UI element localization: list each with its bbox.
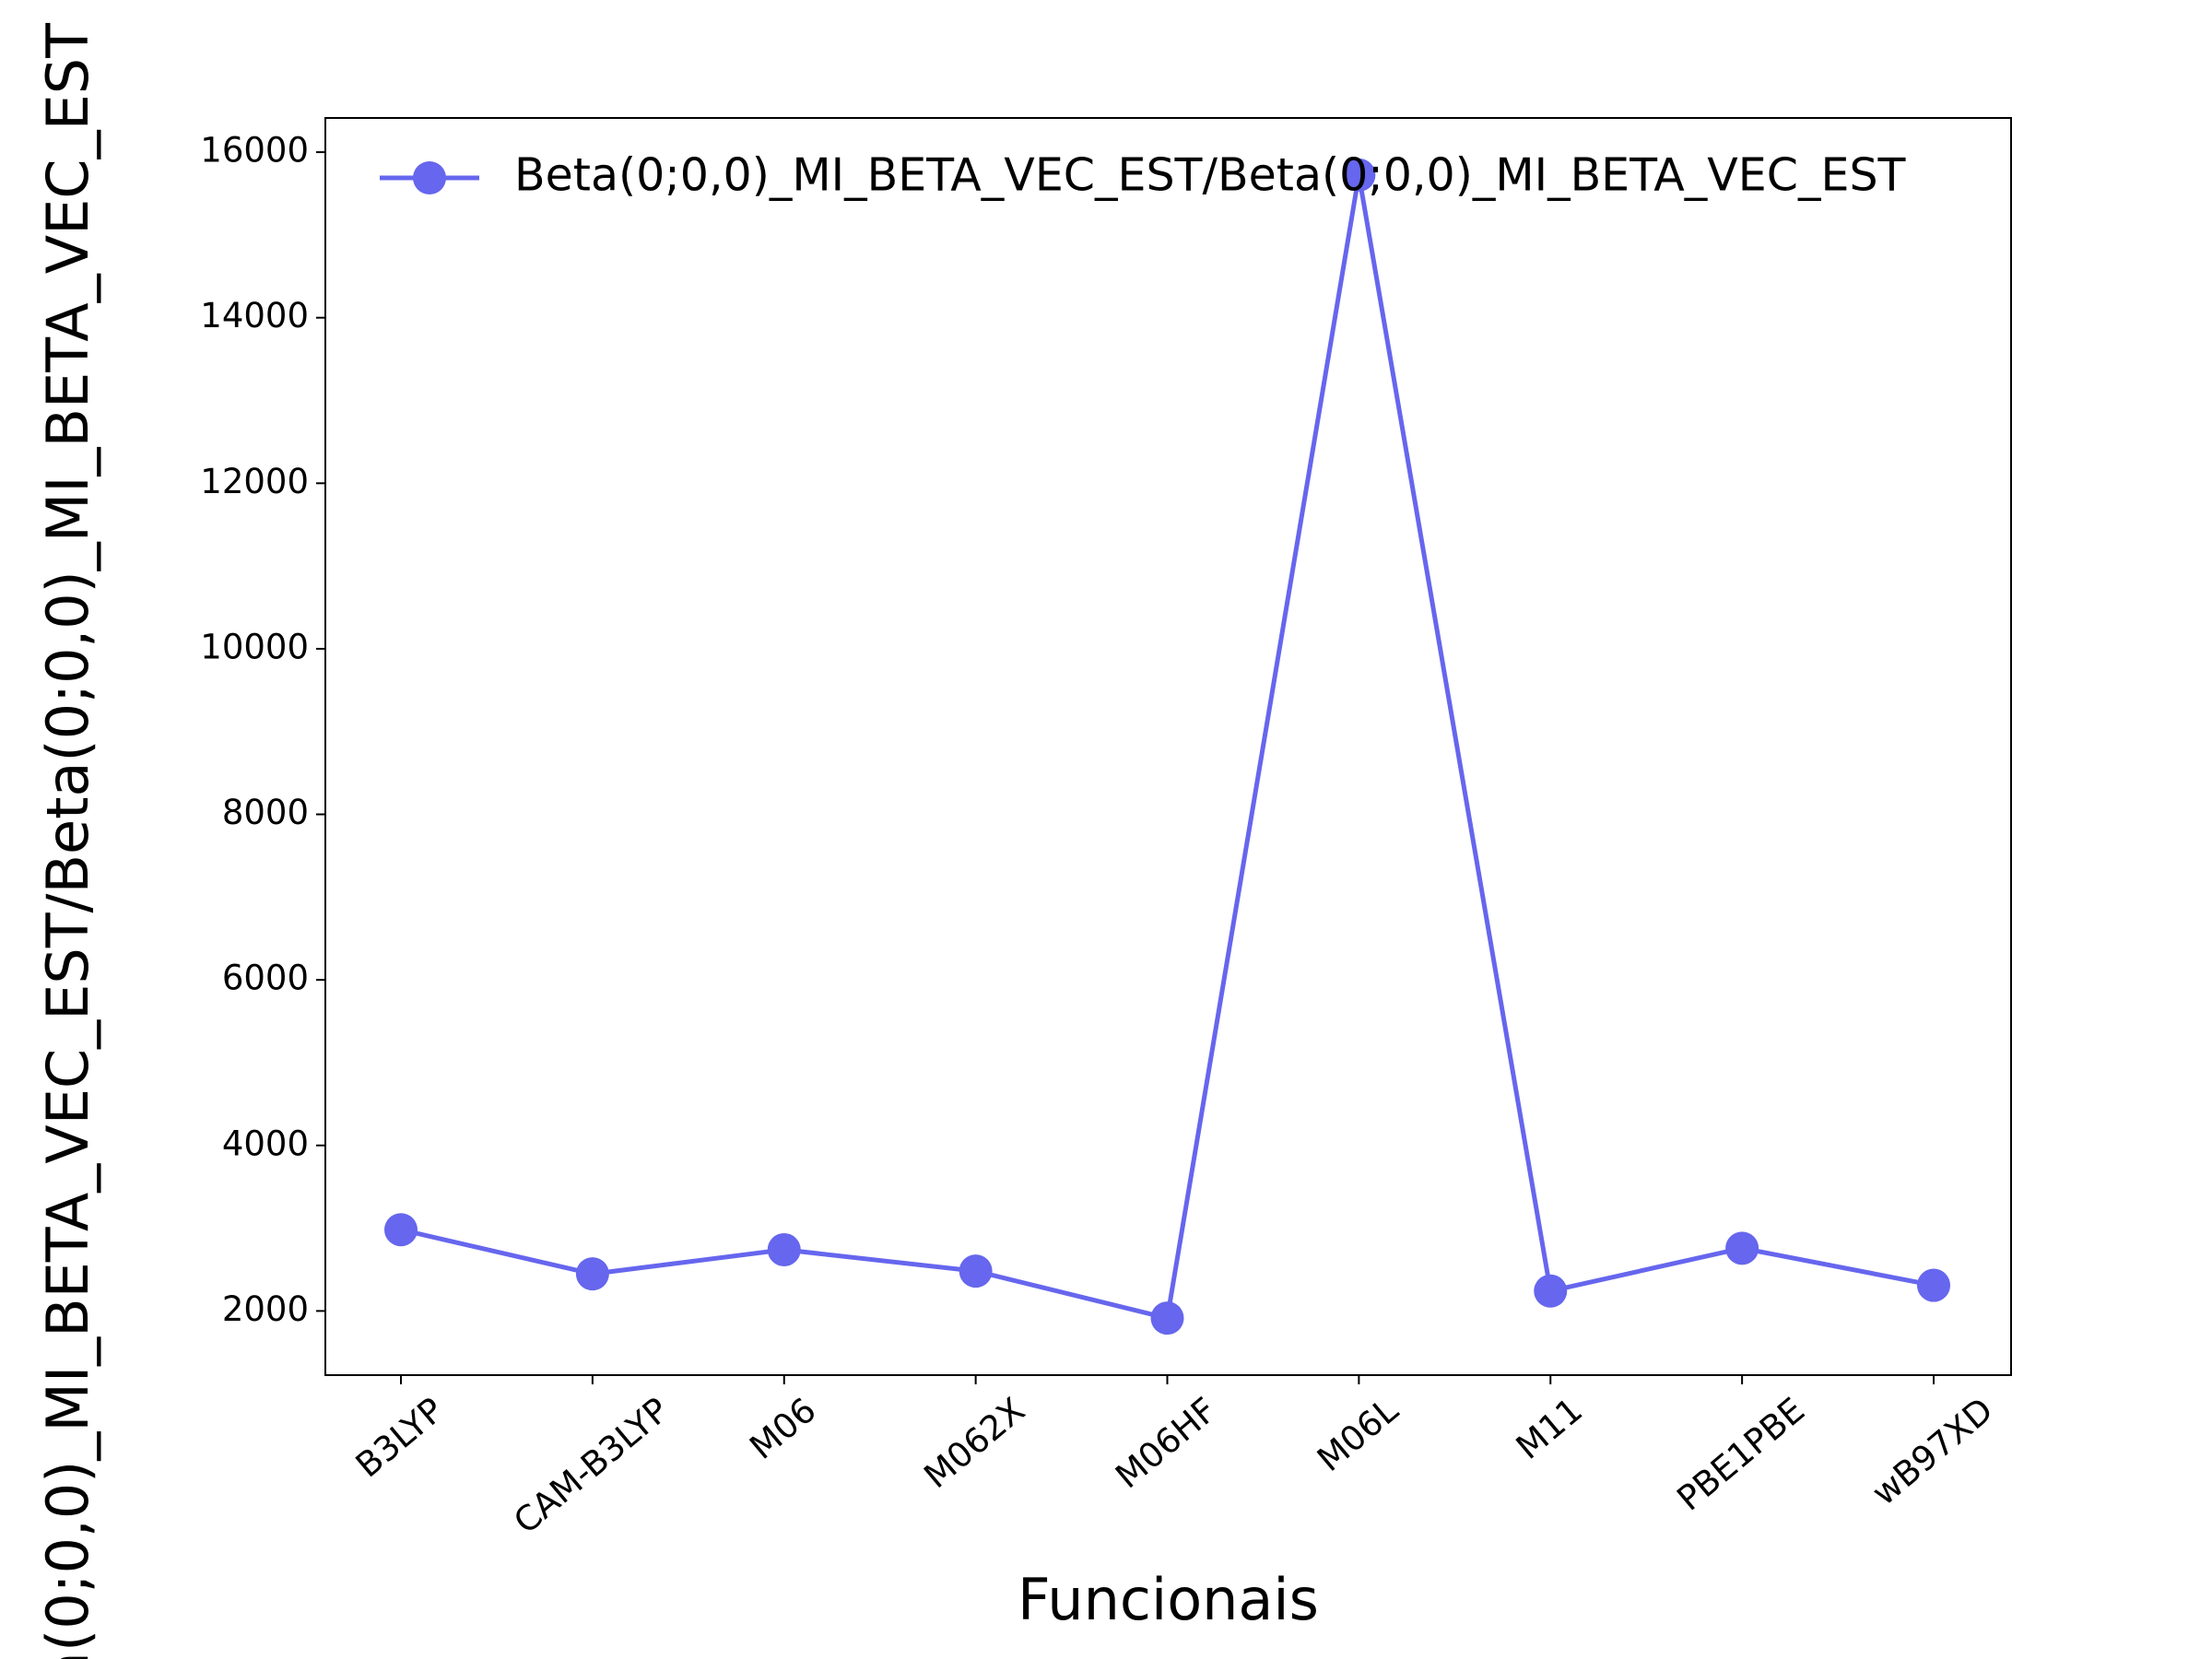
data-point [1725, 1231, 1759, 1265]
data-point [384, 1213, 418, 1247]
data-point [1342, 158, 1376, 192]
y-tick-label: 2000 [222, 1289, 309, 1329]
y-axis-label: Beta(0;0,0)_MI_BETA_VEC_EST/Beta(0;0,0)_… [34, 22, 101, 1659]
y-tick-label: 4000 [222, 1124, 309, 1163]
data-point [1534, 1274, 1568, 1308]
legend-marker [413, 161, 446, 194]
data-point [575, 1257, 609, 1291]
legend-label: Beta(0;0,0)_MI_BETA_VEC_EST/Beta(0;0,0)_… [514, 149, 1907, 202]
data-point [1150, 1301, 1184, 1335]
plot-frame [324, 117, 2012, 1376]
y-tick-label: 14000 [200, 296, 309, 335]
y-tick-label: 16000 [200, 131, 309, 171]
data-point [959, 1254, 993, 1288]
data-point [767, 1232, 801, 1266]
data-point [1917, 1268, 1950, 1302]
y-tick-label: 12000 [200, 462, 309, 501]
y-tick-label: 10000 [200, 627, 309, 666]
y-tick-label: 6000 [222, 959, 309, 998]
x-axis-label: Funcionais [1018, 1566, 1319, 1633]
y-tick-label: 8000 [222, 793, 309, 832]
